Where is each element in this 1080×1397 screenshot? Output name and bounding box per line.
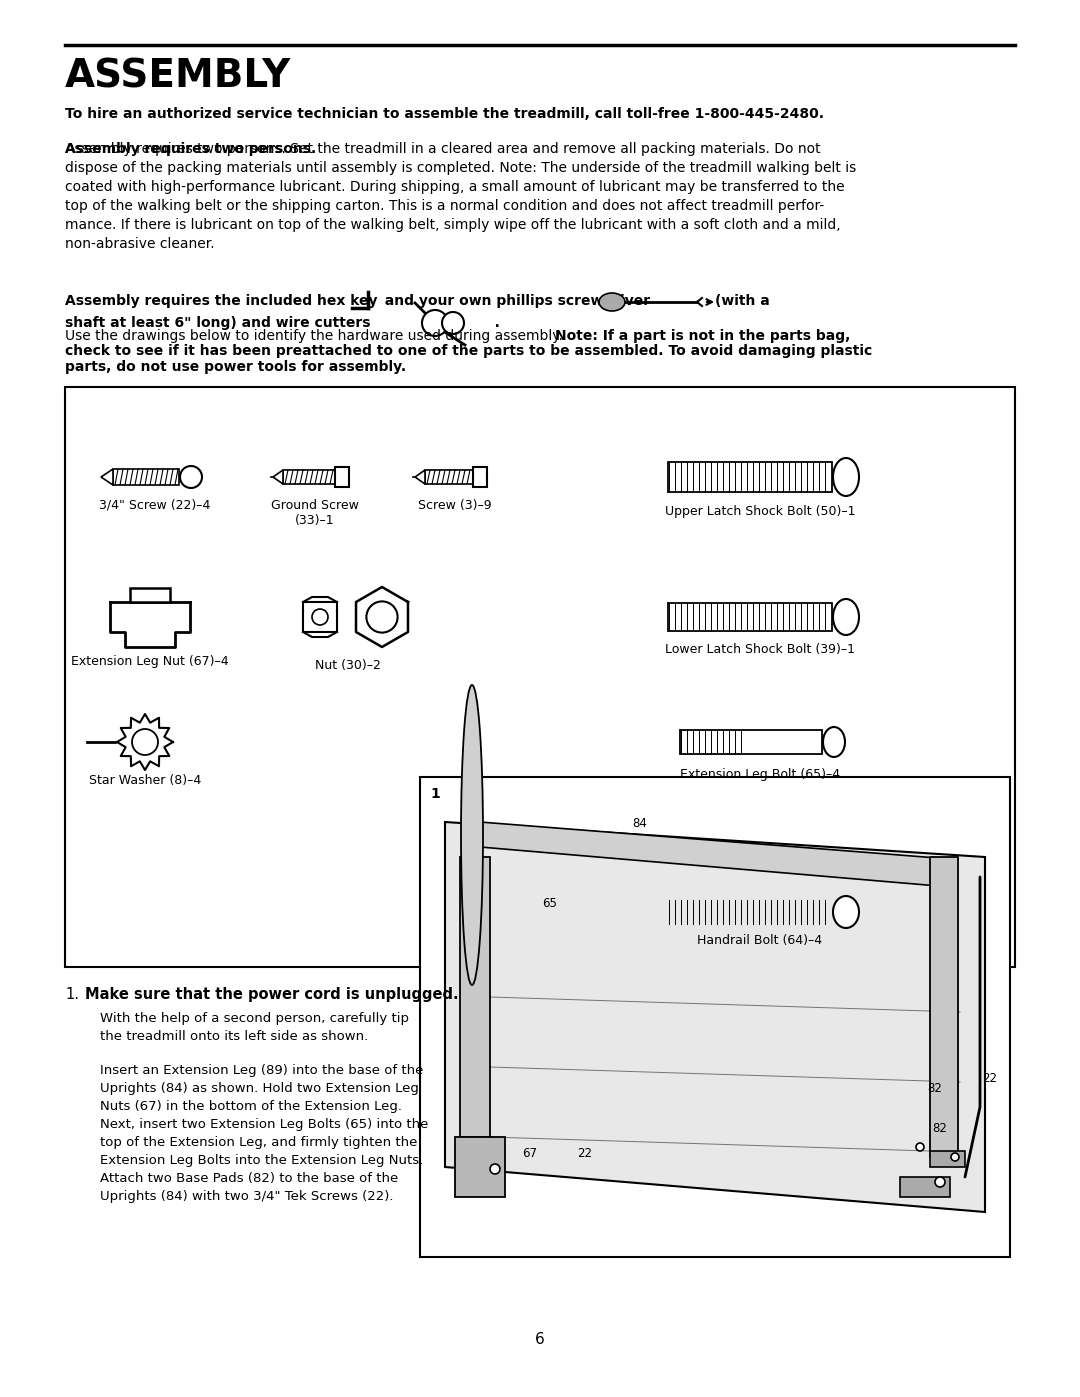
Bar — [900, 1178, 950, 1197]
Bar — [283, 469, 335, 483]
Text: 82: 82 — [932, 1122, 947, 1134]
Bar — [669, 604, 832, 631]
Text: Attach two Base Pads (82) to the base of the
Uprights (84) with two 3/4" Tek Scr: Attach two Base Pads (82) to the base of… — [100, 1172, 399, 1203]
Text: check to see if it has been preattached to one of the parts to be assembled. To : check to see if it has been preattached … — [65, 345, 873, 359]
Text: 22: 22 — [983, 1071, 998, 1085]
Text: Assembly requires the included hex key: Assembly requires the included hex key — [65, 293, 378, 307]
Bar — [930, 1151, 966, 1166]
Text: Handrail Bolt (64)–4: Handrail Bolt (64)–4 — [698, 935, 823, 947]
Text: Lower Latch Shock Bolt (39)–1: Lower Latch Shock Bolt (39)–1 — [665, 643, 855, 657]
Text: and your own phillips screwdriver: and your own phillips screwdriver — [375, 293, 650, 307]
Bar — [130, 588, 170, 602]
Text: 67: 67 — [523, 1147, 538, 1160]
Ellipse shape — [180, 467, 202, 488]
Ellipse shape — [823, 726, 845, 757]
Text: ASSEMBLY: ASSEMBLY — [65, 57, 292, 95]
Circle shape — [935, 1178, 945, 1187]
Bar — [335, 467, 349, 488]
Bar — [669, 462, 832, 492]
Circle shape — [366, 601, 397, 633]
Text: .: . — [480, 316, 500, 330]
Circle shape — [951, 1153, 959, 1161]
Bar — [680, 731, 822, 754]
Text: Extension Leg Bolt (65)–4: Extension Leg Bolt (65)–4 — [680, 768, 840, 781]
Text: 6: 6 — [535, 1331, 545, 1347]
Circle shape — [132, 729, 158, 754]
Circle shape — [422, 310, 448, 337]
Text: Nut (30)–2: Nut (30)–2 — [315, 659, 381, 672]
Polygon shape — [102, 469, 113, 485]
Text: Make sure that the power cord is unplugged.: Make sure that the power cord is unplugg… — [85, 988, 459, 1002]
Polygon shape — [455, 1137, 505, 1197]
Text: 89: 89 — [471, 1153, 485, 1165]
Ellipse shape — [833, 458, 859, 496]
Text: Ground Screw
(33)–1: Ground Screw (33)–1 — [271, 499, 359, 527]
Circle shape — [442, 312, 464, 334]
Text: With the help of a second person, carefully tip
the treadmill onto its left side: With the help of a second person, carefu… — [100, 1011, 409, 1044]
Polygon shape — [415, 469, 426, 483]
Text: Extension Leg Nut (67)–4: Extension Leg Nut (67)–4 — [71, 655, 229, 668]
Text: Note: If a part is not in the parts bag,: Note: If a part is not in the parts bag, — [555, 330, 850, 344]
Text: parts, do not use power tools for assembly.: parts, do not use power tools for assemb… — [65, 360, 406, 374]
Text: Assembly requires two persons. Set the treadmill in a cleared area and remove al: Assembly requires two persons. Set the t… — [65, 142, 856, 250]
Ellipse shape — [461, 685, 483, 985]
Bar — [460, 856, 490, 1137]
Bar — [65, 387, 1015, 967]
Circle shape — [312, 609, 328, 624]
Text: To hire an authorized service technician to assemble the treadmill, call toll-fr: To hire an authorized service technician… — [65, 108, 824, 122]
Text: Star Washer (8)–4: Star Washer (8)–4 — [89, 774, 201, 787]
Text: 3/4" Screw (22)–4: 3/4" Screw (22)–4 — [99, 499, 211, 511]
Text: 1.: 1. — [65, 988, 79, 1002]
Text: Upper Latch Shock Bolt (50)–1: Upper Latch Shock Bolt (50)–1 — [665, 504, 855, 518]
Text: shaft at least 6" long) and wire cutters: shaft at least 6" long) and wire cutters — [65, 316, 370, 330]
Text: Assembly requires two persons.: Assembly requires two persons. — [65, 142, 316, 156]
Text: 82: 82 — [928, 1083, 943, 1095]
Polygon shape — [445, 821, 985, 1213]
Bar — [669, 900, 832, 923]
Bar — [473, 467, 487, 488]
Bar — [930, 856, 958, 1157]
Bar — [426, 469, 473, 483]
Circle shape — [490, 1164, 500, 1173]
Text: Insert an Extension Leg (89) into the base of the
Uprights (84) as shown. Hold t: Insert an Extension Leg (89) into the ba… — [100, 1065, 429, 1166]
Text: 1: 1 — [430, 787, 440, 800]
Text: Use the drawings below to identify the hardware used during assembly.: Use the drawings below to identify the h… — [65, 330, 567, 344]
Bar — [303, 602, 337, 631]
Text: Screw (3)–9: Screw (3)–9 — [418, 499, 491, 511]
Polygon shape — [273, 469, 283, 483]
Text: 65: 65 — [542, 897, 557, 909]
Ellipse shape — [833, 599, 859, 636]
Bar — [113, 469, 179, 485]
Text: 84: 84 — [633, 817, 647, 830]
Ellipse shape — [599, 293, 625, 312]
Text: (with a: (with a — [715, 293, 770, 307]
Bar — [420, 777, 1010, 1257]
Polygon shape — [480, 821, 950, 887]
Circle shape — [916, 1143, 924, 1151]
Ellipse shape — [833, 895, 859, 928]
Text: 22: 22 — [578, 1147, 593, 1160]
